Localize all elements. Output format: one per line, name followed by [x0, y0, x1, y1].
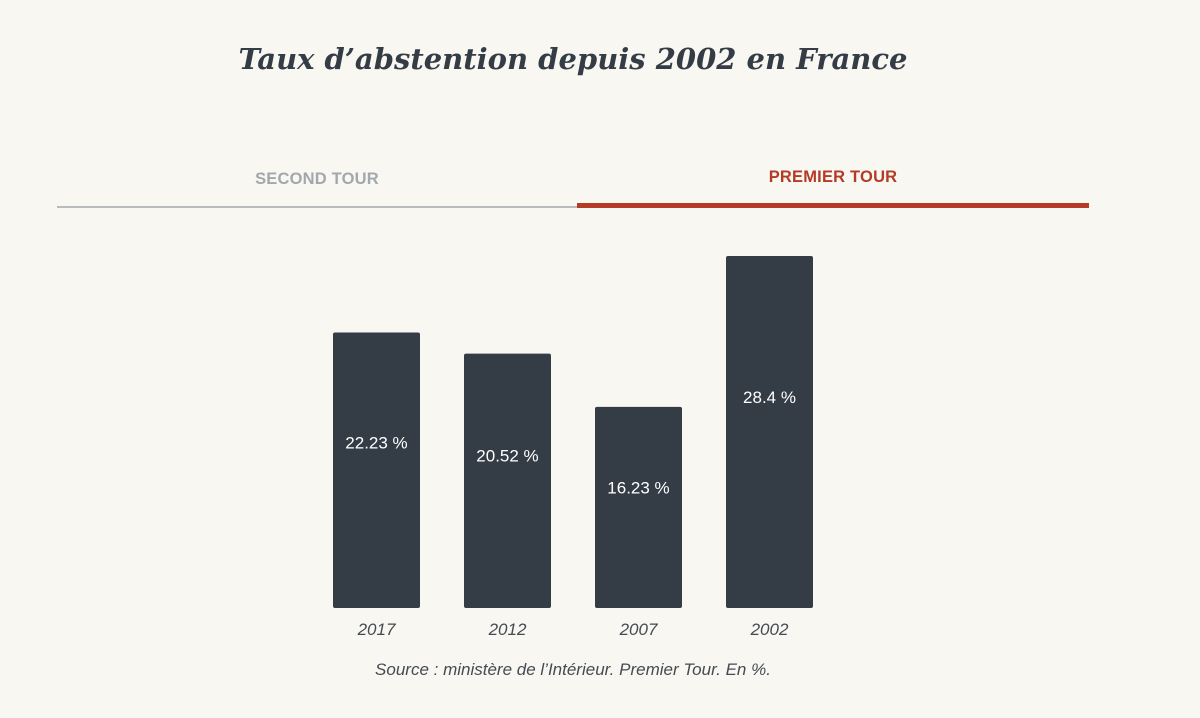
tab-second-tour[interactable]: SECOND TOUR — [57, 160, 577, 208]
x-tick-label-2002: 2002 — [750, 620, 789, 639]
bar-value-label-2017: 22.23 % — [345, 434, 407, 453]
tab-premier-tour[interactable]: PREMIER TOUR — [577, 160, 1089, 208]
bar-value-label-2007: 16.23 % — [607, 478, 669, 497]
bar-2007[interactable] — [595, 406, 682, 608]
bar-2017[interactable] — [333, 332, 420, 608]
x-tick-label-2017: 2017 — [357, 620, 396, 639]
chart-source: Source : ministère de l’Intérieur. Premi… — [375, 660, 771, 679]
bar-value-label-2002: 28.4 % — [743, 388, 796, 407]
bar-value-label-2012: 20.52 % — [476, 446, 538, 465]
bar-2012[interactable] — [464, 353, 551, 608]
bar-2002[interactable] — [726, 256, 813, 608]
x-tick-label-2012: 2012 — [488, 620, 527, 639]
x-tick-label-2007: 2007 — [619, 620, 658, 639]
round-tabs: SECOND TOUR PREMIER TOUR — [57, 160, 1089, 208]
chart-title: Taux d’abstention depuis 2002 en France — [238, 42, 908, 76]
